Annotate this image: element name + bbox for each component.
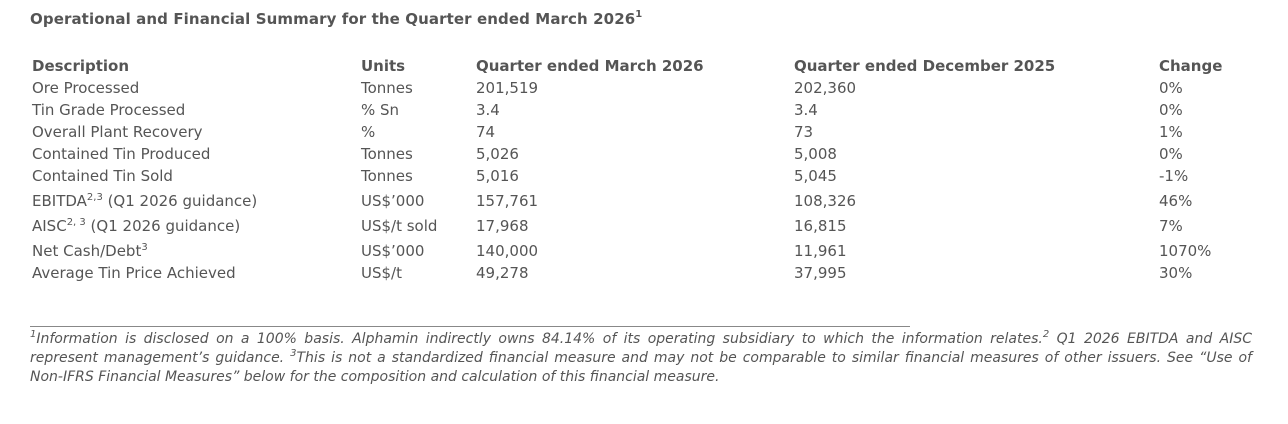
footnote-divider	[30, 326, 910, 327]
row-units: % Sn	[361, 101, 400, 119]
row-quarter-current: 3.4	[476, 101, 500, 119]
table-row: Overall Plant Recovery % 74 73 1%	[28, 119, 1243, 141]
table-row: EBITDA2,3 (Q1 2026 guidance) US$’000 157…	[28, 185, 1243, 210]
row-description: Average Tin Price Achieved	[32, 264, 236, 282]
table-row: Net Cash/Debt3 US$’000 140,000 11,961 10…	[28, 235, 1243, 260]
row-quarter-current: 17,968	[476, 217, 529, 235]
row-quarter-prior: 73	[794, 123, 814, 141]
row-quarter-prior: 5,008	[794, 145, 837, 163]
row-quarter-current: 5,016	[476, 167, 519, 185]
row-quarter-current: 201,519	[476, 79, 539, 97]
row-quarter-prior: 3.4	[794, 101, 818, 119]
row-change: 0%	[1159, 145, 1183, 163]
row-description: EBITDA2,3 (Q1 2026 guidance)	[28, 185, 357, 210]
title-footnote-ref: 1	[635, 9, 643, 20]
row-units: US$/t	[361, 264, 402, 282]
row-change: 30%	[1159, 264, 1193, 282]
table-row: Contained Tin Sold Tonnes 5,016 5,045 -1…	[28, 163, 1243, 185]
table-row: Tin Grade Processed % Sn 3.4 3.4 0%	[28, 97, 1243, 119]
row-description: Net Cash/Debt3	[28, 235, 357, 260]
header-quarter-prior: Quarter ended December 2025	[794, 57, 1056, 75]
table-row: Average Tin Price Achieved US$/t 49,278 …	[28, 260, 1243, 282]
row-quarter-prior: 16,815	[794, 217, 847, 235]
row-quarter-current: 5,026	[476, 145, 519, 163]
row-quarter-prior: 202,360	[794, 79, 857, 97]
row-change: -1%	[1159, 167, 1189, 185]
row-description: Tin Grade Processed	[32, 101, 186, 119]
row-change: 46%	[1159, 192, 1193, 210]
row-description-main: AISC	[32, 217, 67, 235]
row-description: Contained Tin Produced	[32, 145, 211, 163]
row-description-tail: (Q1 2026 guidance)	[102, 192, 258, 210]
row-quarter-current: 140,000	[476, 242, 539, 260]
row-description: Ore Processed	[32, 79, 140, 97]
header-units: Units	[361, 57, 406, 75]
row-quarter-prior: 108,326	[794, 192, 857, 210]
table-row: Contained Tin Produced Tonnes 5,026 5,00…	[28, 141, 1243, 163]
table-header-row: Description Units Quarter ended March 20…	[28, 54, 1243, 75]
row-description-main: EBITDA	[32, 192, 87, 210]
footnote-text-2: Q1 2026 EBITDA and AISC represent manage…	[30, 331, 1252, 366]
footnote-ref: 3	[141, 242, 148, 253]
footnote-ref: 2, 3	[66, 217, 86, 228]
row-description-main: Net Cash/Debt	[32, 242, 142, 260]
footnote-ref-1: 1	[30, 329, 37, 340]
summary-table: Description Units Quarter ended March 20…	[28, 54, 1243, 282]
table-row: AISC2, 3 (Q1 2026 guidance) US$/t sold 1…	[28, 210, 1243, 235]
row-units: Tonnes	[361, 145, 413, 163]
footnote-ref-2: 2	[1042, 329, 1050, 340]
title-text: Operational and Financial Summary for th…	[30, 10, 636, 28]
row-change: 0%	[1159, 79, 1183, 97]
row-quarter-prior: 5,045	[794, 167, 837, 185]
row-units: Tonnes	[361, 167, 413, 185]
footnote-ref-3: 3	[290, 348, 297, 359]
header-quarter-current: Quarter ended March 2026	[476, 57, 704, 75]
footnote-text-3: This is not a standardized financial mea…	[30, 350, 1252, 385]
row-units: US$’000	[361, 242, 425, 260]
row-quarter-current: 74	[476, 123, 496, 141]
row-description: Contained Tin Sold	[32, 167, 173, 185]
row-quarter-prior: 37,995	[794, 264, 847, 282]
row-quarter-current: 49,278	[476, 264, 529, 282]
header-change: Change	[1159, 57, 1223, 75]
row-description: AISC2, 3 (Q1 2026 guidance)	[28, 210, 357, 235]
footnote-text-1: Information is disclosed on a 100% basis…	[36, 331, 1043, 347]
row-quarter-prior: 11,961	[794, 242, 847, 260]
footnote: 1Information is disclosed on a 100% basi…	[30, 330, 1252, 387]
row-units: Tonnes	[361, 79, 413, 97]
row-change: 7%	[1159, 217, 1183, 235]
row-units: US$’000	[361, 192, 425, 210]
row-units: %	[361, 123, 376, 141]
page-title: Operational and Financial Summary for th…	[30, 9, 643, 29]
row-units: US$/t sold	[361, 217, 438, 235]
header-description: Description	[32, 57, 130, 75]
row-change: 1070%	[1159, 242, 1212, 260]
row-change: 0%	[1159, 101, 1183, 119]
row-description: Overall Plant Recovery	[32, 123, 203, 141]
row-quarter-current: 157,761	[476, 192, 539, 210]
table-row: Ore Processed Tonnes 201,519 202,360 0%	[28, 75, 1243, 97]
row-change: 1%	[1159, 123, 1183, 141]
footnote-ref: 2,3	[86, 192, 103, 203]
row-description-tail: (Q1 2026 guidance)	[85, 217, 241, 235]
